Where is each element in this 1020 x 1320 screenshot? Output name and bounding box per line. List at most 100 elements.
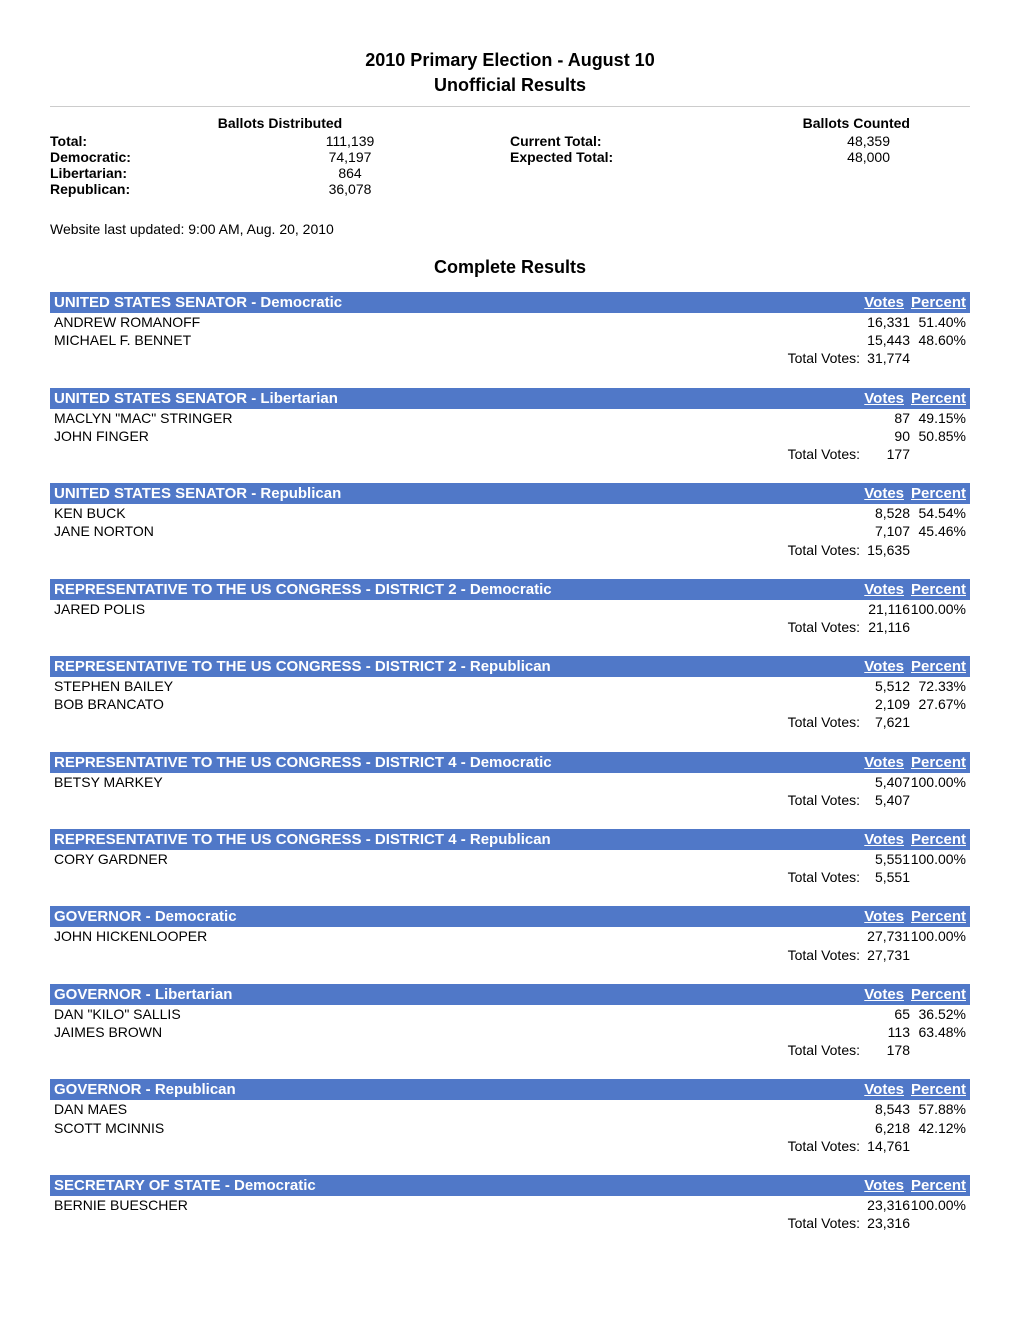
total-distributed: 111,139: [190, 133, 510, 149]
candidate-name: ANDREW ROMANOFF: [54, 313, 860, 331]
candidate-percent: 42.12%: [910, 1119, 966, 1137]
votes-header: Votes: [848, 986, 904, 1003]
total-votes-value: 27,731: [860, 946, 910, 964]
race-header: UNITED STATES SENATOR - RepublicanVotesP…: [50, 483, 970, 504]
candidate-row: JANE NORTON7,10745.46%: [50, 522, 970, 540]
candidate-votes: 5,407: [860, 773, 910, 791]
percent-header: Percent: [904, 1177, 966, 1194]
percent-header: Percent: [904, 390, 966, 407]
candidate-row: ANDREW ROMANOFF16,33151.40%: [50, 313, 970, 331]
total-votes-value: 23,316: [860, 1214, 910, 1232]
candidate-votes: 15,443: [860, 331, 910, 349]
candidate-votes: 21,116: [860, 600, 910, 618]
votes-header: Votes: [848, 1177, 904, 1194]
candidate-votes: 113: [860, 1023, 910, 1041]
votes-header: Votes: [848, 1081, 904, 1098]
total-row: Total Votes:21,116: [50, 618, 970, 636]
candidate-row: BERNIE BUESCHER23,316100.00%: [50, 1196, 970, 1214]
candidate-percent: 45.46%: [910, 522, 966, 540]
candidate-name: MICHAEL F. BENNET: [54, 331, 860, 349]
percent-header: Percent: [904, 658, 966, 675]
candidate-percent: 36.52%: [910, 1005, 966, 1023]
races-list: UNITED STATES SENATOR - DemocraticVotesP…: [50, 292, 970, 1232]
total-votes-label: Total Votes:: [788, 791, 860, 809]
race-title: REPRESENTATIVE TO THE US CONGRESS - DIST…: [54, 831, 848, 848]
candidate-percent: 100.00%: [910, 600, 966, 618]
total-row: Total Votes:31,774: [50, 349, 970, 367]
ballots-distributed-header: Ballots Distributed: [50, 115, 510, 131]
candidate-row: STEPHEN BAILEY5,51272.33%: [50, 677, 970, 695]
candidate-name: DAN "KILO" SALLIS: [54, 1005, 860, 1023]
race-title: REPRESENTATIVE TO THE US CONGRESS - DIST…: [54, 581, 848, 598]
race-header: GOVERNOR - RepublicanVotesPercent: [50, 1079, 970, 1100]
candidate-votes: 6,218: [860, 1119, 910, 1137]
candidate-votes: 5,512: [860, 677, 910, 695]
race-title: UNITED STATES SENATOR - Democratic: [54, 294, 848, 311]
candidate-row: JARED POLIS21,116100.00%: [50, 600, 970, 618]
candidate-row: CORY GARDNER5,551100.00%: [50, 850, 970, 868]
candidate-name: DAN MAES: [54, 1100, 860, 1118]
race: REPRESENTATIVE TO THE US CONGRESS - DIST…: [50, 752, 970, 809]
candidate-votes: 87: [860, 409, 910, 427]
percent-header: Percent: [904, 1081, 966, 1098]
candidate-row: BOB BRANCATO2,10927.67%: [50, 695, 970, 713]
total-votes-label: Total Votes:: [788, 445, 860, 463]
race: UNITED STATES SENATOR - DemocraticVotesP…: [50, 292, 970, 368]
expected-total-label: Expected Total:: [510, 149, 650, 165]
summary-section: Ballots Distributed Total: 111,139 Democ…: [50, 115, 970, 197]
total-row: Total Votes:27,731: [50, 946, 970, 964]
ballots-counted-header: Ballots Counted: [510, 115, 970, 131]
candidate-percent: 54.54%: [910, 504, 966, 522]
candidate-name: BETSY MARKEY: [54, 773, 860, 791]
current-total-label: Current Total:: [510, 133, 650, 149]
candidate-votes: 2,109: [860, 695, 910, 713]
votes-header: Votes: [848, 390, 904, 407]
race: REPRESENTATIVE TO THE US CONGRESS - DIST…: [50, 829, 970, 886]
candidate-name: JARED POLIS: [54, 600, 860, 618]
race-title: UNITED STATES SENATOR - Republican: [54, 485, 848, 502]
race-title: GOVERNOR - Libertarian: [54, 986, 848, 1003]
divider: [50, 106, 970, 107]
race-header: UNITED STATES SENATOR - LibertarianVotes…: [50, 388, 970, 409]
candidate-name: SCOTT MCINNIS: [54, 1119, 860, 1137]
candidate-votes: 27,731: [860, 927, 910, 945]
votes-header: Votes: [848, 294, 904, 311]
candidate-percent: 100.00%: [910, 850, 966, 868]
race: UNITED STATES SENATOR - LibertarianVotes…: [50, 388, 970, 464]
percent-header: Percent: [904, 754, 966, 771]
candidate-row: JOHN FINGER9050.85%: [50, 427, 970, 445]
libertarian-label: Libertarian:: [50, 165, 190, 181]
total-row: Total Votes:177: [50, 445, 970, 463]
total-votes-value: 15,635: [860, 541, 910, 559]
votes-header: Votes: [848, 754, 904, 771]
expected-total-value: 48,000: [650, 149, 970, 165]
race-title: REPRESENTATIVE TO THE US CONGRESS - DIST…: [54, 754, 848, 771]
total-row: Total Votes:178: [50, 1041, 970, 1059]
percent-header: Percent: [904, 294, 966, 311]
percent-header: Percent: [904, 485, 966, 502]
race-title: GOVERNOR - Democratic: [54, 908, 848, 925]
race: GOVERNOR - LibertarianVotesPercentDAN "K…: [50, 984, 970, 1060]
total-votes-label: Total Votes:: [788, 1041, 860, 1059]
race: UNITED STATES SENATOR - RepublicanVotesP…: [50, 483, 970, 559]
votes-header: Votes: [848, 831, 904, 848]
total-votes-label: Total Votes:: [788, 713, 860, 731]
candidate-votes: 90: [860, 427, 910, 445]
candidate-name: JAIMES BROWN: [54, 1023, 860, 1041]
candidate-row: BETSY MARKEY5,407100.00%: [50, 773, 970, 791]
candidate-name: BOB BRANCATO: [54, 695, 860, 713]
total-votes-label: Total Votes:: [788, 349, 860, 367]
candidate-percent: 100.00%: [910, 927, 966, 945]
total-row: Total Votes:7,621: [50, 713, 970, 731]
candidate-row: JAIMES BROWN11363.48%: [50, 1023, 970, 1041]
total-row: Total Votes:5,407: [50, 791, 970, 809]
total-votes-label: Total Votes:: [788, 1137, 860, 1155]
total-votes-label: Total Votes:: [788, 946, 860, 964]
race: REPRESENTATIVE TO THE US CONGRESS - DIST…: [50, 656, 970, 732]
race: GOVERNOR - RepublicanVotesPercentDAN MAE…: [50, 1079, 970, 1155]
percent-header: Percent: [904, 581, 966, 598]
candidate-votes: 8,543: [860, 1100, 910, 1118]
candidate-row: DAN MAES8,54357.88%: [50, 1100, 970, 1118]
total-votes-value: 178: [860, 1041, 910, 1059]
candidate-percent: 63.48%: [910, 1023, 966, 1041]
